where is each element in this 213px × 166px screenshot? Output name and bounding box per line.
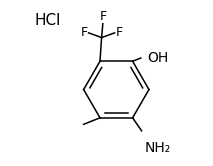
Text: NH₂: NH₂ bbox=[145, 141, 171, 155]
Text: F: F bbox=[99, 10, 106, 23]
Text: F: F bbox=[115, 26, 123, 39]
Text: OH: OH bbox=[147, 51, 168, 65]
Text: HCl: HCl bbox=[35, 13, 61, 29]
Text: F: F bbox=[81, 26, 88, 39]
